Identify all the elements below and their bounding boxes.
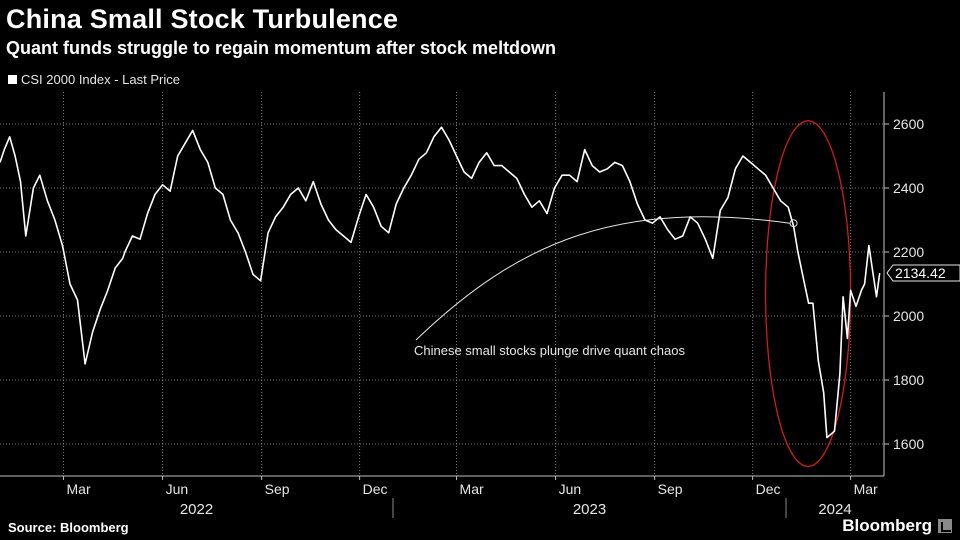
annotation-group: Chinese small stocks plunge drive quant … xyxy=(414,216,798,358)
y-tick-label: 2200 xyxy=(893,244,924,260)
x-tick-label: Dec xyxy=(363,481,388,497)
legend: CSI 2000 Index - Last Price xyxy=(8,72,180,87)
y-tick-label: 2600 xyxy=(893,116,924,132)
x-axis: Mar Jun Sep Dec Mar Jun Sep Dec Mar 2022 2023 2024 xyxy=(0,475,884,518)
series-line xyxy=(0,126,881,439)
chart-subtitle: Quant funds struggle to regain momentum … xyxy=(6,38,557,58)
year-label: 2023 xyxy=(573,501,606,518)
x-tick-label: Jun xyxy=(166,481,189,497)
series-group xyxy=(0,126,881,439)
last-value-tag: 2134.42 xyxy=(886,264,960,282)
year-label: 2022 xyxy=(180,501,213,518)
year-label: 2024 xyxy=(818,501,851,518)
x-tick-label: Sep xyxy=(658,481,683,497)
x-tick-label: Mar xyxy=(854,481,878,497)
source-note: Source: Bloomberg xyxy=(8,520,129,535)
highlight-group xyxy=(764,120,852,468)
highlight-ellipse xyxy=(764,120,852,468)
last-value-label: 2134.42 xyxy=(895,265,946,281)
x-tick-label: Mar xyxy=(67,481,91,497)
grid xyxy=(0,92,884,476)
legend-swatch xyxy=(8,75,17,84)
x-tick-label: Jun xyxy=(559,481,582,497)
legend-label: CSI 2000 Index - Last Price xyxy=(21,72,180,87)
x-tick-label: Sep xyxy=(265,481,290,497)
chart-title: China Small Stock Turbulence xyxy=(6,4,399,34)
bloomberg-logo-icon xyxy=(938,519,952,533)
y-tick-label: 2400 xyxy=(893,180,924,196)
annotation-label: Chinese small stocks plunge drive quant … xyxy=(414,343,685,358)
brand: Bloomberg xyxy=(842,516,952,536)
y-tick-label: 2000 xyxy=(893,308,924,324)
last-value-box xyxy=(886,264,960,282)
x-tick-label: Dec xyxy=(756,481,781,497)
annotation-marker xyxy=(789,219,798,228)
annotation-connector xyxy=(415,216,790,341)
y-tick-label: 1800 xyxy=(893,372,924,388)
y-axis: 1600 1800 2000 2200 2400 2600 xyxy=(883,92,924,476)
brand-name: Bloomberg xyxy=(842,516,932,535)
x-tick-label: Mar xyxy=(460,481,484,497)
y-tick-label: 1600 xyxy=(893,436,924,452)
